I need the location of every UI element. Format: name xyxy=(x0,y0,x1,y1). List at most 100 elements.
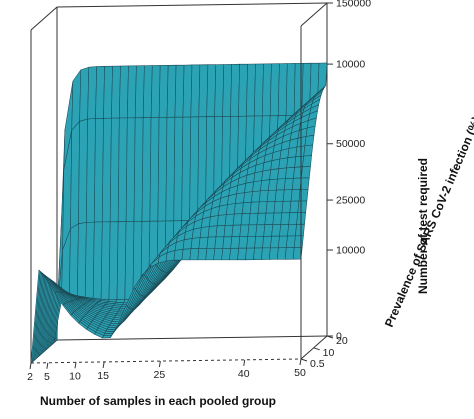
surface-cell xyxy=(287,146,298,159)
surface-cell xyxy=(254,236,264,249)
surface-cell xyxy=(260,179,270,192)
surface-cell xyxy=(270,235,280,249)
surface-cell xyxy=(304,134,315,147)
x-tick-mark xyxy=(299,358,302,366)
surface-cell xyxy=(198,64,209,118)
surface-cell xyxy=(231,224,242,237)
surface-cell xyxy=(253,247,263,260)
z-tick-label: 10000 xyxy=(336,59,365,71)
surface-cell xyxy=(294,155,304,168)
x-tick-mark xyxy=(74,362,77,369)
surface-cell xyxy=(288,212,299,225)
surface-cell xyxy=(189,116,200,221)
surface-cell xyxy=(238,63,248,117)
surface-cell xyxy=(235,192,245,204)
y-tick-label: 0.5 xyxy=(310,358,325,370)
surface-cell xyxy=(116,221,127,300)
surface-cell xyxy=(297,200,308,213)
surface-cell xyxy=(215,225,226,238)
surface-cell xyxy=(230,236,241,249)
surface-cell xyxy=(251,190,261,203)
x-axis-label: Number of samples in each pooled group xyxy=(40,394,276,408)
surface-cell xyxy=(70,121,80,229)
x-tick-mark xyxy=(243,359,246,366)
box-front-floor-edge xyxy=(30,358,302,364)
x-tick-label: 10 xyxy=(69,370,81,382)
surface-cell xyxy=(222,64,232,117)
surface-cell xyxy=(206,64,217,117)
x-tick-mark xyxy=(46,362,49,369)
z-tick-label: 50000 xyxy=(336,138,365,150)
surface-cell xyxy=(262,235,272,249)
y-tick-mark xyxy=(313,347,320,351)
surface-cell xyxy=(234,202,244,215)
surface-cell xyxy=(84,221,95,299)
surface-cell xyxy=(285,63,296,116)
surface-cell xyxy=(284,247,295,260)
surface-cell xyxy=(286,235,296,248)
surface-cell xyxy=(141,117,152,222)
box-top-right-edge xyxy=(300,2,328,27)
surface-cell xyxy=(285,167,295,179)
z-tick-label: 10000 xyxy=(336,245,365,257)
surface-cell xyxy=(274,189,285,202)
x-tick-mark xyxy=(158,361,161,368)
surface-cell xyxy=(149,117,160,222)
surface-cell xyxy=(290,189,301,202)
x-tick-label: 5 xyxy=(44,371,50,383)
surface-cell xyxy=(103,65,113,119)
surface-cell xyxy=(317,62,328,93)
surface-cell xyxy=(117,117,128,222)
surface-cell xyxy=(165,116,176,222)
surface-cell xyxy=(245,247,255,261)
z-axis: 0 10000 25000 50000 10000 150000 xyxy=(327,0,371,343)
y-tick-mark xyxy=(300,358,308,362)
box-back-bottom-edge xyxy=(56,335,328,341)
surface-cell xyxy=(87,66,97,120)
surface-cell xyxy=(287,224,297,237)
surface-cell xyxy=(157,117,168,222)
surface-cell xyxy=(92,221,103,300)
surface-cell xyxy=(295,223,305,237)
surface-cell xyxy=(190,237,201,249)
front-box-frame xyxy=(30,2,328,363)
surface-cell xyxy=(127,65,137,119)
surface-cell xyxy=(281,200,292,214)
surface-cell xyxy=(198,236,209,249)
surface-cell xyxy=(223,224,234,238)
surface-cell xyxy=(277,167,287,180)
surface-cell xyxy=(259,190,269,203)
surface-cell xyxy=(272,212,283,225)
surface-cell xyxy=(249,201,260,214)
x-tick-label: 25 xyxy=(154,369,166,381)
surface-cell xyxy=(124,221,135,300)
surface-mesh xyxy=(30,62,328,364)
x-tick-mark xyxy=(102,361,105,368)
surface-cell xyxy=(134,65,145,119)
surface-cell xyxy=(256,212,267,226)
surface-cell xyxy=(278,235,288,249)
surface-cell xyxy=(264,212,275,225)
surface-cell xyxy=(241,201,252,214)
surface-cell xyxy=(181,248,192,261)
surface-cell xyxy=(277,63,288,116)
surface-cell xyxy=(265,201,276,214)
y-tick-mark xyxy=(326,335,334,339)
x-tick-label: 2 xyxy=(27,371,33,383)
surface-cell xyxy=(247,224,258,237)
surface-cell xyxy=(108,221,119,301)
surface-cell xyxy=(289,200,300,213)
surface-cell xyxy=(150,65,161,118)
surface-cell xyxy=(182,238,193,250)
surface-cell xyxy=(282,189,293,202)
x-tick-label: 15 xyxy=(97,370,109,382)
surface-cell xyxy=(213,248,224,261)
surface-cell xyxy=(109,117,120,223)
surface-cell xyxy=(216,214,227,227)
surface-cell xyxy=(257,201,268,214)
surface-cell xyxy=(226,203,236,215)
surface-cell xyxy=(189,248,200,261)
surface-cell xyxy=(190,64,201,118)
